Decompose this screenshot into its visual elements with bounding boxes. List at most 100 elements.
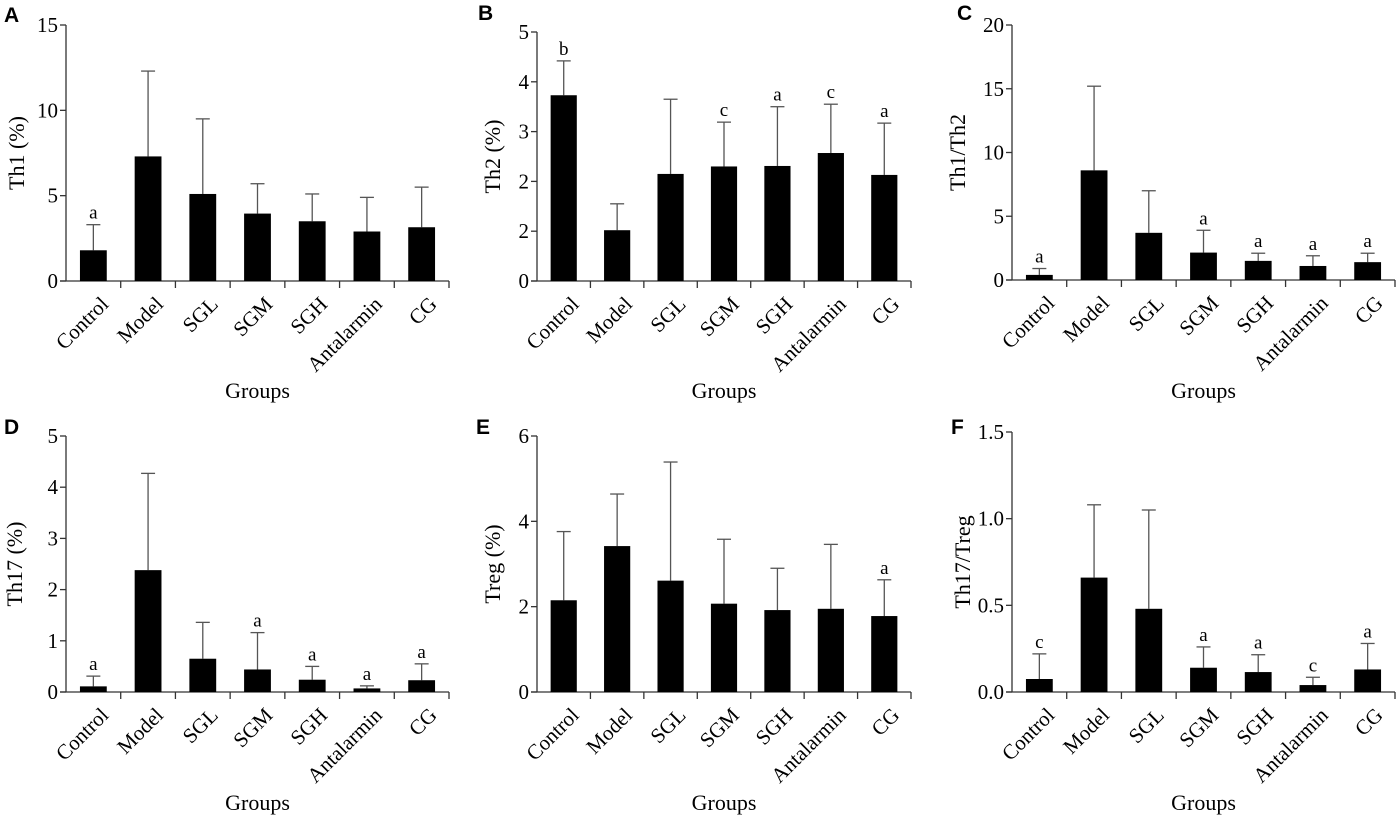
significance-label: a: [1309, 234, 1318, 255]
y-tick-label: 2: [519, 219, 530, 243]
y-tick-label: 2: [519, 169, 530, 193]
bar-model: [1080, 170, 1108, 280]
x-category-label: Control: [997, 291, 1059, 353]
bar-antalarmin: [817, 608, 844, 692]
significance-label: a: [773, 85, 782, 106]
panel-letter: B: [478, 2, 493, 25]
y-axis-title: Th17/Treg: [950, 515, 975, 608]
bar-sgh: [1244, 260, 1272, 280]
x-category-label: Model: [112, 292, 168, 348]
bar-sgm: [710, 166, 738, 281]
significance-label: a: [253, 611, 262, 632]
x-category-label: Model: [112, 703, 168, 759]
x-category-label: Model: [581, 703, 637, 759]
y-tick-label: 15: [983, 77, 1004, 101]
significance-label: c: [720, 100, 728, 121]
x-category-label: SGL: [1124, 291, 1169, 336]
bar-cg: [871, 616, 898, 692]
x-category-label: Model: [1058, 291, 1114, 347]
x-category-label: CG: [404, 292, 442, 330]
x-category-label: SGH: [1231, 291, 1278, 338]
y-tick-label: 4: [519, 509, 530, 533]
x-axis-title: Groups: [1171, 378, 1236, 403]
panel-letter: E: [476, 416, 490, 439]
bar-sgl: [1135, 232, 1163, 280]
significance-label: c: [1035, 632, 1043, 653]
x-category-label: CG: [1350, 703, 1388, 741]
significance-label: a: [1363, 231, 1372, 252]
y-tick-label: 15: [37, 13, 58, 37]
significance-label: a: [1199, 208, 1208, 229]
y-tick-label: 10: [983, 141, 1004, 165]
bar-sgl: [657, 173, 684, 281]
x-axis-title: Groups: [692, 790, 757, 815]
x-axis-title: Groups: [1171, 790, 1236, 815]
significance-label: a: [1254, 633, 1263, 654]
bar-sgm: [1190, 252, 1217, 280]
bar-sgl: [1135, 608, 1163, 692]
bar-sgl: [657, 580, 684, 692]
bar-antalarmin: [817, 153, 844, 281]
significance-label: a: [1035, 247, 1044, 268]
y-tick-label: 10: [37, 98, 58, 122]
x-category-label: Model: [1058, 703, 1114, 759]
x-category-label: Control: [521, 292, 583, 354]
x-category-label: SGM: [695, 703, 744, 752]
bar-sgm: [1190, 667, 1217, 692]
y-tick-label: 0.5: [978, 593, 1004, 617]
panel-letter: A: [4, 4, 19, 27]
bar-sgh: [298, 221, 326, 281]
significance-label: a: [308, 644, 317, 665]
bar-control: [1025, 679, 1053, 692]
x-category-label: SGH: [285, 703, 332, 750]
x-category-label: Control: [51, 703, 113, 765]
y-tick-label: 0: [48, 680, 59, 704]
x-axis-title: Groups: [692, 378, 757, 403]
bar-model: [604, 546, 631, 692]
panel-letter: D: [4, 416, 19, 439]
bar-model: [604, 230, 631, 281]
bar-cg: [408, 227, 436, 281]
bar-sgh: [764, 610, 791, 692]
bar-cg: [1354, 669, 1382, 692]
bar-control: [79, 250, 107, 281]
x-category-label: SGH: [1231, 703, 1278, 750]
x-category-label: CG: [867, 703, 905, 741]
y-tick-label: 1.0: [978, 507, 1004, 531]
x-category-label: SGL: [645, 292, 690, 337]
y-tick-label: 5: [519, 20, 530, 44]
bar-cg: [871, 174, 898, 281]
bar-model: [134, 156, 162, 281]
y-tick-label: 0: [519, 269, 530, 293]
y-tick-label: 1.5: [978, 420, 1004, 444]
bar-antalarmin: [353, 231, 381, 281]
x-category-label: CG: [867, 292, 905, 330]
significance-label: a: [417, 642, 426, 663]
y-tick-label: 0: [48, 269, 59, 293]
y-tick-label: 5: [48, 424, 59, 448]
x-category-label: Control: [997, 703, 1059, 765]
bar-sgm: [244, 213, 271, 281]
y-axis-title: Treg (%): [480, 524, 505, 603]
bar-antalarmin: [1299, 685, 1327, 692]
x-category-label: SGH: [751, 703, 798, 750]
y-tick-label: 5: [48, 184, 59, 208]
x-category-label: SGL: [1124, 703, 1169, 748]
bar-cg: [1354, 262, 1382, 280]
x-category-label: SGM: [228, 703, 277, 752]
y-tick-label: 4: [48, 475, 59, 499]
y-tick-label: 3: [519, 120, 530, 144]
y-axis-title: Th2 (%): [480, 120, 505, 194]
significance-label: b: [559, 39, 569, 60]
bar-sgh: [1244, 672, 1272, 692]
significance-label: a: [880, 101, 889, 122]
y-tick-label: 5: [994, 204, 1005, 228]
x-category-label: SGH: [751, 292, 798, 339]
bar-control: [1025, 274, 1053, 280]
bar-antalarmin: [353, 688, 381, 692]
bar-control: [550, 95, 577, 281]
